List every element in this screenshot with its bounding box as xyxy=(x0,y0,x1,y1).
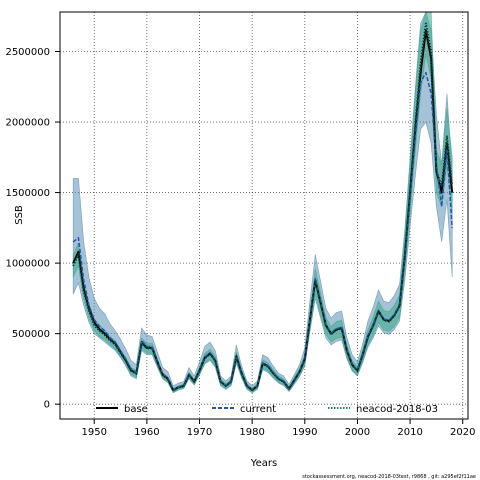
series-line-base xyxy=(72,29,454,392)
x-tick-label: 1970 xyxy=(187,427,212,438)
y-tick-label: 500000 xyxy=(12,329,50,340)
x-tick-label: 1980 xyxy=(239,427,264,438)
y-tick-label: 1000000 xyxy=(5,259,50,270)
y-tick-label: 1500000 xyxy=(5,188,50,199)
x-tick-label: 2000 xyxy=(345,427,370,438)
legend-label-current: current xyxy=(240,404,276,415)
x-tick-label: 2020 xyxy=(450,427,475,438)
y-tick-label: 2500000 xyxy=(5,47,50,58)
y-tick-label: 0 xyxy=(44,400,50,411)
series-line-current xyxy=(72,71,453,391)
legend: base current neacod-2018-03 xyxy=(96,404,438,415)
confidence-bands xyxy=(72,12,453,394)
x-tick-label: 1960 xyxy=(134,427,159,438)
legend-label-base: base xyxy=(124,404,148,415)
series-lines xyxy=(72,22,454,392)
plot-frame xyxy=(59,11,469,420)
x-tick-label: 2010 xyxy=(397,427,422,438)
x-axis-label: Years xyxy=(250,458,277,469)
band-current xyxy=(72,12,453,394)
y-tick-label: 2000000 xyxy=(5,118,50,129)
footer-credit: stockassessment.org, neacod-2018-03test,… xyxy=(302,474,476,480)
series-line-neacod-overlay xyxy=(72,23,454,392)
y-axis-label: SSB xyxy=(14,205,25,225)
x-tick-label: 1950 xyxy=(81,427,106,438)
series-line-neacod-2018-03 xyxy=(72,22,454,392)
x-tick-label: 1990 xyxy=(292,427,317,438)
y-axis-ticks: 0 500000 1000000 1500000 2000000 2500000 xyxy=(5,47,60,411)
grid-lines xyxy=(60,12,468,419)
band-neacod-2018-03 xyxy=(72,12,453,393)
x-axis-ticks: 1950 1960 1970 1980 1990 2000 2010 2020 xyxy=(81,419,475,438)
legend-label-neacod: neacod-2018-03 xyxy=(356,404,438,415)
